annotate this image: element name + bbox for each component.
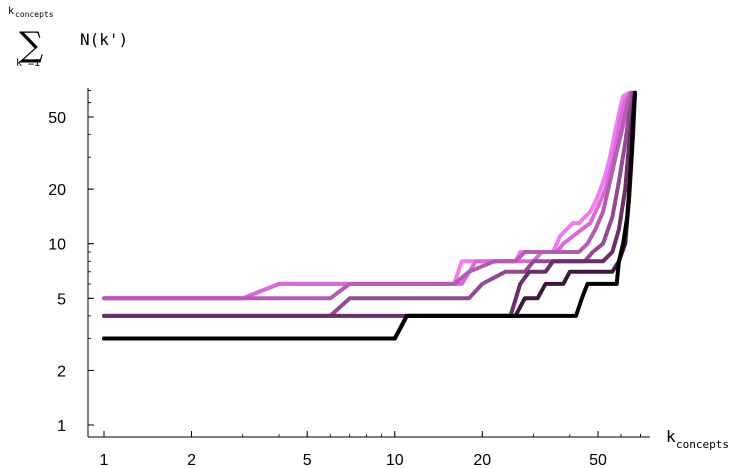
y-sum-upper-sub: concepts (15, 10, 54, 19)
y-sum-symbol: ∑ (19, 25, 43, 65)
y-sum-lower: k'=1 (16, 58, 40, 69)
y-sum-upper-base: k (8, 6, 14, 17)
y-tick-label: 50 (48, 110, 66, 127)
y-axis-title: k concepts ∑ k'=1 N(k') (8, 6, 128, 69)
x-label-sub: concepts (676, 438, 729, 451)
series-line-7 (102, 90, 637, 341)
y-tick-label: 20 (48, 182, 66, 199)
x-tick-label: 10 (386, 452, 404, 468)
x-tick-label: 5 (303, 452, 312, 468)
series-line-1 (102, 90, 632, 301)
y-tick-label: 2 (57, 363, 66, 380)
series-layer (102, 90, 637, 341)
y-tick-label: 5 (57, 291, 66, 308)
x-tick-label: 50 (589, 452, 607, 468)
y-tick-label: 1 (57, 418, 66, 435)
axes: 1 2 5 10 20 50 1 2 5 10 20 50 (48, 88, 650, 468)
x-axis-title: k concepts (666, 427, 729, 451)
x-tick-label: 1 (100, 452, 109, 468)
y-tick-label: 10 (48, 237, 66, 254)
x-tick-label: 20 (473, 452, 491, 468)
x-tick-label: 2 (187, 452, 196, 468)
series-line-2 (102, 90, 634, 301)
y-term: N(k') (80, 30, 128, 49)
series-line-3 (102, 90, 634, 301)
x-label-base: k (666, 427, 676, 446)
series-line-6 (102, 90, 637, 341)
